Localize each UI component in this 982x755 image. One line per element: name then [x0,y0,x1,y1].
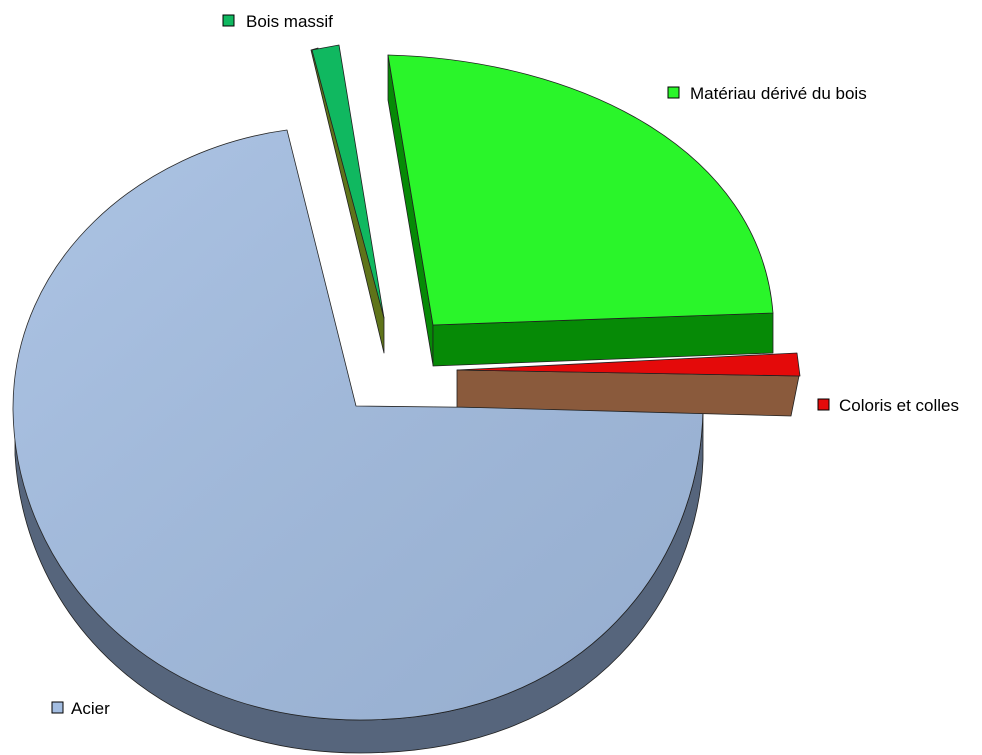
legend-coloris: Coloris et colles [817,396,959,415]
legend-acier-label: Acier [71,699,110,718]
legend-coloris-label: Coloris et colles [839,396,959,415]
legend-acier: Acier [51,699,110,718]
legend-materiau-swatch [667,86,680,99]
slice-acier-shading [12,130,703,720]
slice-coloris-top [456,352,801,377]
legend-bois-massif-label: Bois massif [246,12,333,31]
slice-bois-massif-top [311,44,385,319]
legend-coloris-swatch [817,398,830,411]
slice-coloris [456,352,801,417]
legend-acier-swatch [51,701,64,714]
slice-acier [12,129,704,754]
slice-materiau [387,54,774,367]
slice-bois-massif [310,44,385,354]
legend-bois-massif-swatch [222,14,235,27]
legend-materiau: Matériau dérivé du bois [667,84,867,103]
legend-materiau-label: Matériau dérivé du bois [690,84,867,103]
slice-materiau-top [387,54,774,326]
legend-bois-massif: Bois massif [222,12,333,31]
